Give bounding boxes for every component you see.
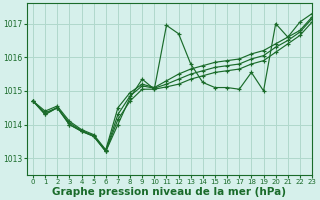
X-axis label: Graphe pression niveau de la mer (hPa): Graphe pression niveau de la mer (hPa) <box>52 187 286 197</box>
